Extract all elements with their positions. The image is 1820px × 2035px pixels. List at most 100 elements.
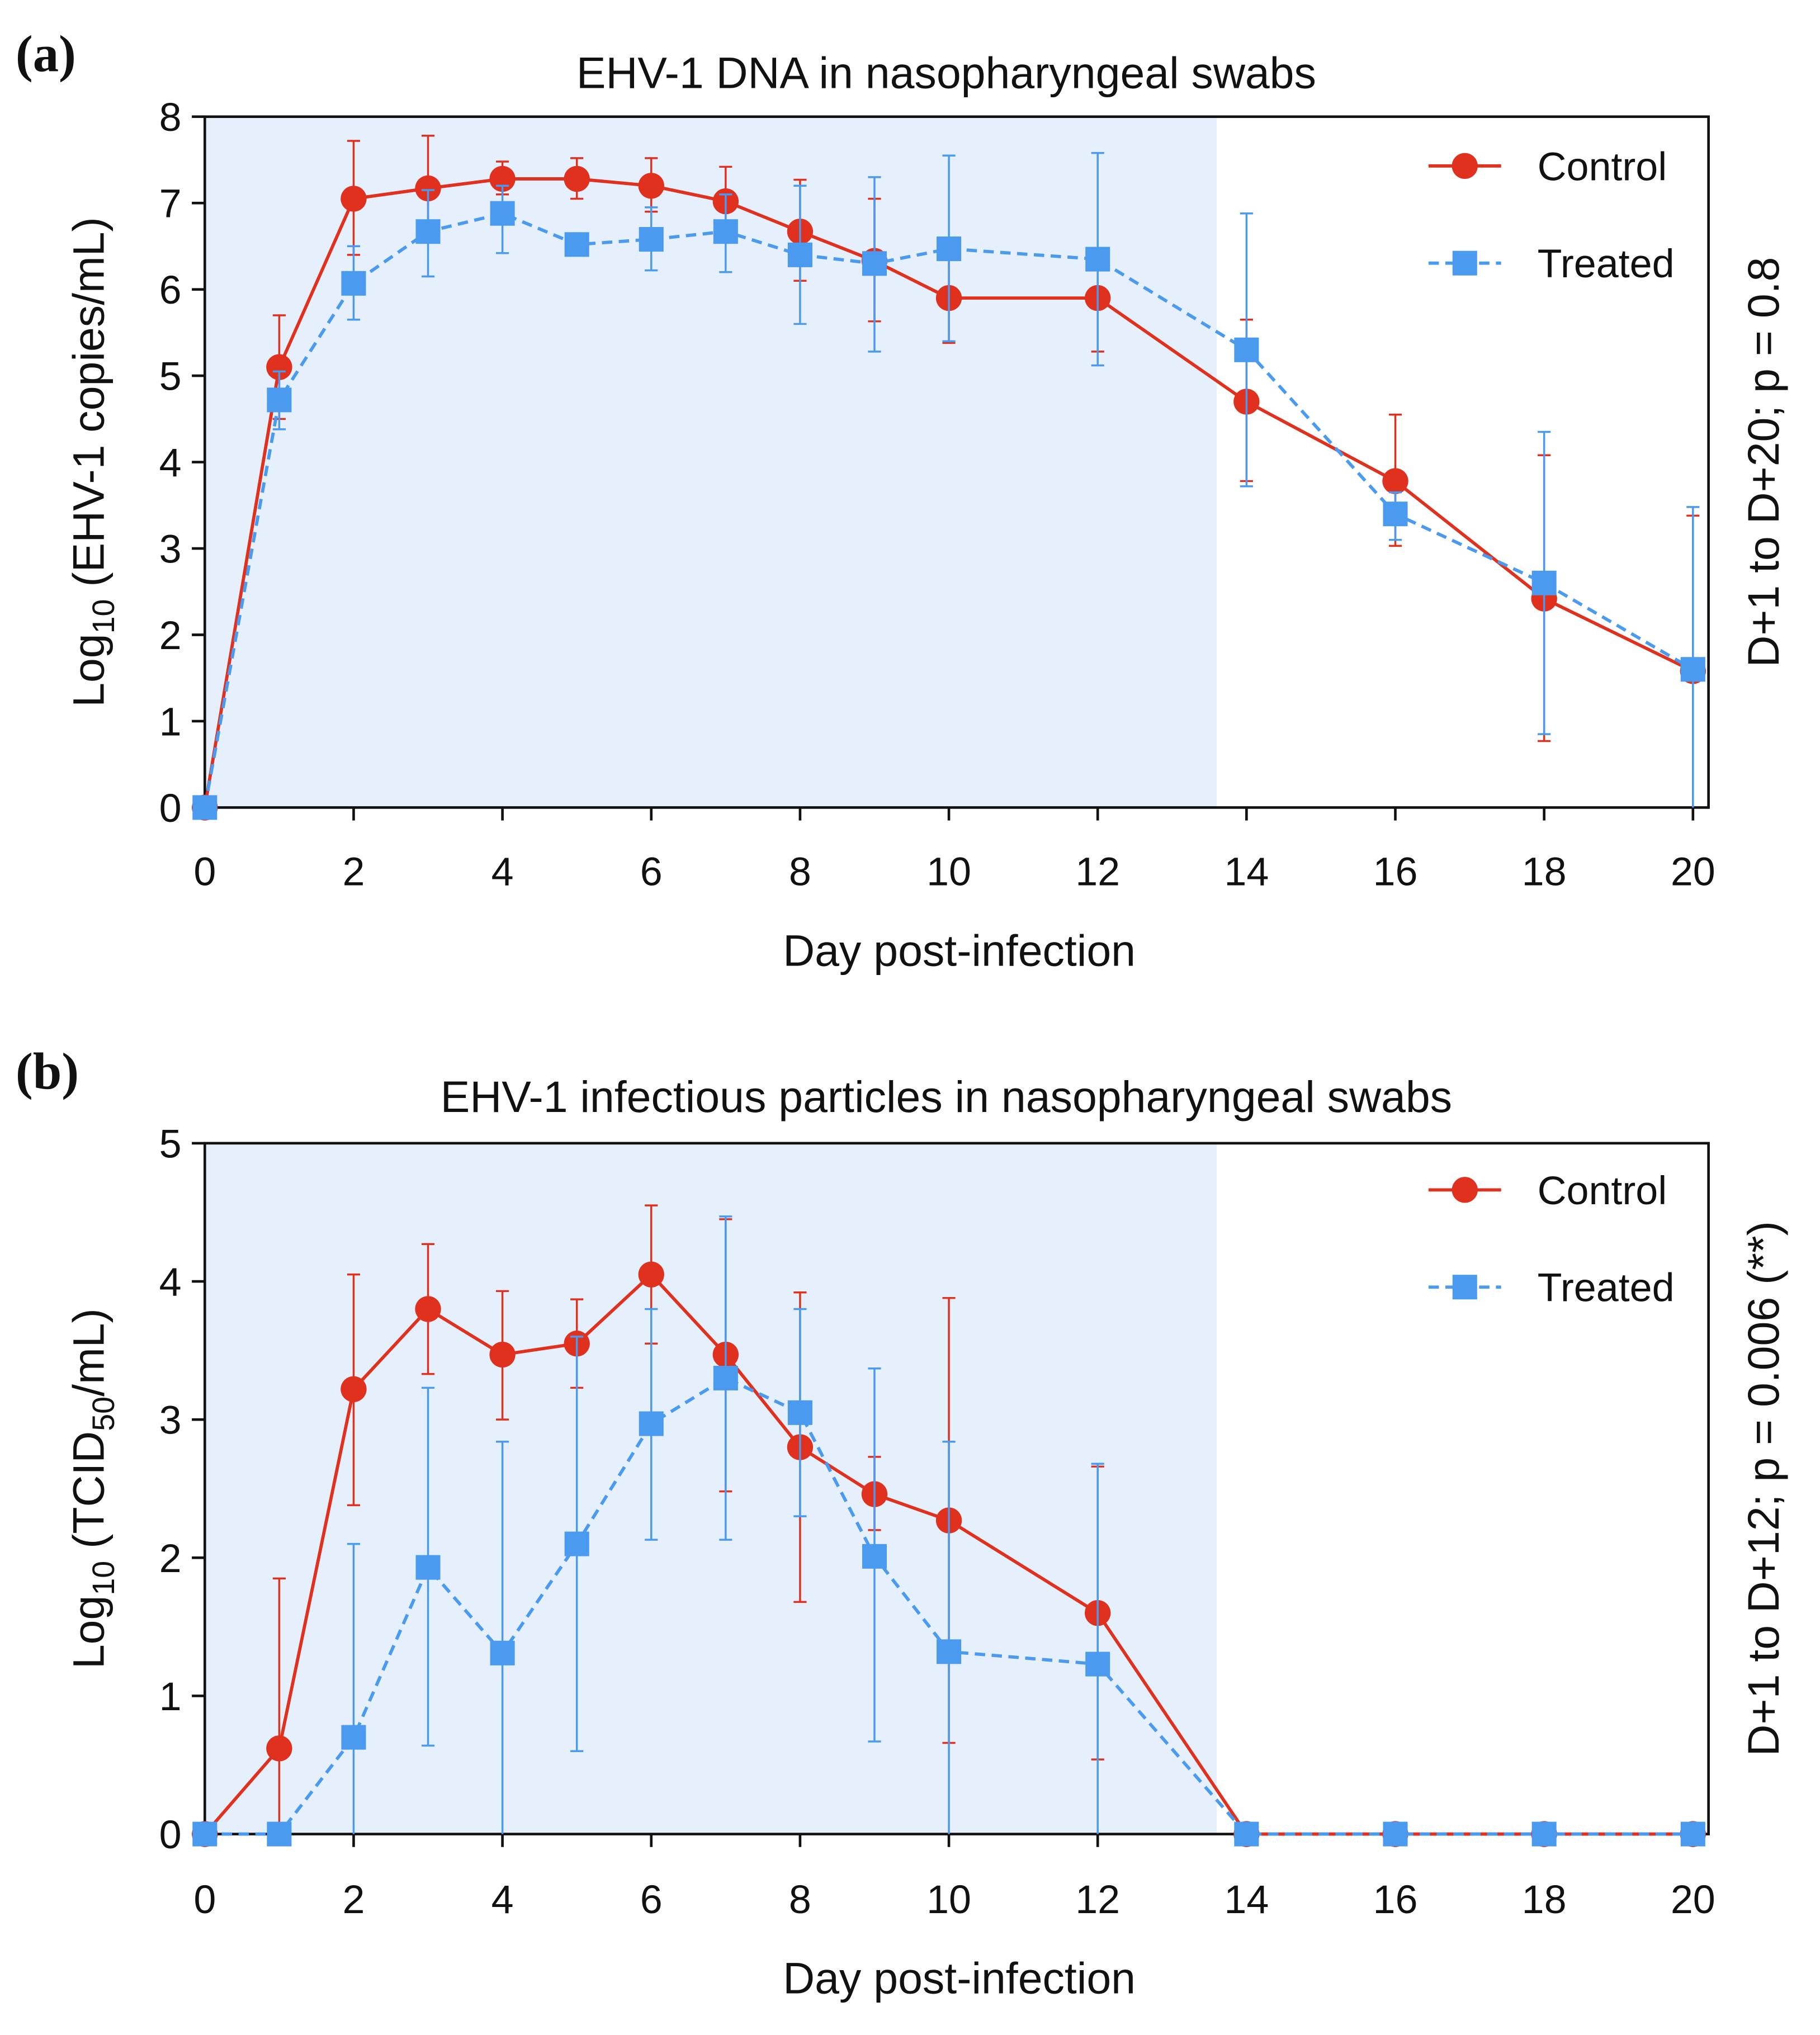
data-point	[713, 219, 738, 244]
x-tick-label: 6	[640, 1877, 663, 1922]
panel-label: (b)	[16, 1043, 79, 1101]
data-point	[1085, 247, 1110, 272]
data-point	[937, 236, 962, 262]
y-tick-label: 1	[159, 699, 182, 744]
x-tick-label: 2	[342, 1877, 365, 1922]
x-tick-label: 10	[926, 1877, 971, 1922]
data-point	[638, 173, 664, 199]
chart-title: EHV-1 infectious particles in nasopharyn…	[441, 1072, 1452, 1121]
x-tick-label: 16	[1373, 1877, 1418, 1922]
y-tick-label: 7	[159, 182, 182, 226]
y-axis-label: Log10 (TCID50/mL)	[64, 1308, 121, 1669]
data-point	[192, 795, 218, 820]
y-tick-label: 0	[159, 1812, 182, 1857]
legend-label: Control	[1538, 1168, 1667, 1213]
data-point	[862, 1544, 887, 1569]
statistics-label: D+1 to D+12; p = 0.006 (**)	[1739, 1221, 1788, 1756]
y-axis-label-main: Log	[64, 633, 113, 707]
x-axis-label: Day post-infection	[783, 1954, 1136, 2003]
data-point	[266, 1735, 292, 1762]
plot-frame	[203, 1142, 1710, 1835]
x-tick-label: 14	[1224, 850, 1269, 895]
panel-label: (a)	[16, 26, 76, 83]
legend-marker	[1452, 153, 1478, 179]
data-point	[1085, 1651, 1110, 1677]
legend-item-control: Control	[1428, 1168, 1667, 1213]
data-point	[267, 1821, 292, 1847]
y-tick-label: 6	[159, 268, 182, 313]
data-point	[1531, 1821, 1557, 1847]
legend-label: Treated	[1538, 242, 1675, 286]
y-tick-label: 5	[159, 354, 182, 399]
y-axis-label-unit: (TCID	[64, 1431, 113, 1561]
y-tick-label: 5	[159, 1121, 182, 1166]
chart-panel-b: (b) EHV-1 infectious particles in nasopha…	[16, 1043, 1788, 2003]
data-point	[937, 1639, 962, 1664]
y-tick-label: 0	[159, 786, 182, 831]
x-tick-label: 2	[342, 850, 365, 895]
y-axis-label-unit: (EHV-1 copies/mL)	[64, 217, 113, 599]
data-point	[415, 175, 441, 202]
legend-marker	[1452, 250, 1477, 276]
data-point	[1383, 1821, 1408, 1847]
data-point	[192, 1821, 218, 1847]
data-point	[639, 1411, 664, 1436]
chart-title: EHV-1 DNA in nasopharyngeal swabs	[576, 49, 1316, 98]
data-point	[267, 387, 292, 413]
chart-panel-a: (a) EHV-1 DNA in nasopharyngeal swabs 0 1 2 3…	[16, 26, 1788, 976]
x-tick-label: 4	[491, 1877, 514, 1922]
data-point	[862, 251, 887, 276]
x-tick-label: 20	[1671, 850, 1715, 895]
y-tick-label: 3	[159, 1398, 182, 1443]
data-point	[490, 201, 515, 226]
statistics-label: D+1 to D+20; p = 0.8	[1739, 257, 1788, 668]
series-line	[203, 177, 1694, 808]
legend-item-treated: Treated	[1428, 242, 1675, 286]
y-axis-label: Log10 (EHV-1 copies/mL)	[64, 217, 121, 707]
y-tick-label: 4	[159, 441, 182, 485]
data-point	[564, 1531, 589, 1556]
legend-marker	[1452, 1275, 1477, 1300]
data-point	[564, 165, 590, 192]
y-axis-label-subscript: 10	[86, 599, 121, 634]
x-tick-label: 8	[789, 1877, 811, 1922]
data-point	[1234, 1821, 1259, 1847]
y-axis-label-unit-end: /mL)	[64, 1308, 113, 1397]
y-axis-label-main: Log	[64, 1596, 113, 1669]
treatment-period-shading	[205, 116, 1217, 808]
data-point	[341, 1376, 367, 1402]
legend-marker	[1452, 1177, 1478, 1203]
data-point	[341, 271, 366, 296]
data-point	[1680, 1821, 1705, 1847]
y-axis-label-subscript: 50	[86, 1397, 121, 1431]
x-tick-label: 8	[789, 850, 811, 895]
data-point	[564, 232, 589, 257]
data-point	[341, 1725, 366, 1750]
data-point	[787, 1400, 812, 1425]
data-point	[787, 242, 812, 267]
x-axis-label: Day post-infection	[783, 926, 1136, 975]
x-tick-label: 12	[1075, 1877, 1120, 1922]
data-point	[713, 1365, 738, 1391]
legend-label: Control	[1538, 144, 1667, 189]
x-tick-label: 18	[1522, 850, 1567, 895]
data-point	[638, 1261, 664, 1288]
x-tick-label: 0	[193, 850, 216, 895]
data-point	[490, 1640, 515, 1665]
y-tick-label: 1	[159, 1674, 182, 1719]
data-point	[1680, 657, 1705, 682]
legend-item-control: Control	[1428, 144, 1667, 189]
x-tick-label: 4	[491, 850, 514, 895]
x-tick-label: 18	[1522, 1877, 1567, 1922]
data-point	[415, 1296, 441, 1322]
data-point	[415, 1555, 441, 1580]
legend-item-treated: Treated	[1428, 1266, 1675, 1310]
y-axis-label-subscript: 10	[86, 1561, 121, 1596]
data-point	[415, 219, 441, 244]
series-treated	[192, 1215, 1705, 1847]
series-line	[203, 211, 1694, 808]
y-tick-label: 3	[159, 527, 182, 572]
data-point	[341, 186, 367, 212]
data-point	[639, 227, 664, 252]
